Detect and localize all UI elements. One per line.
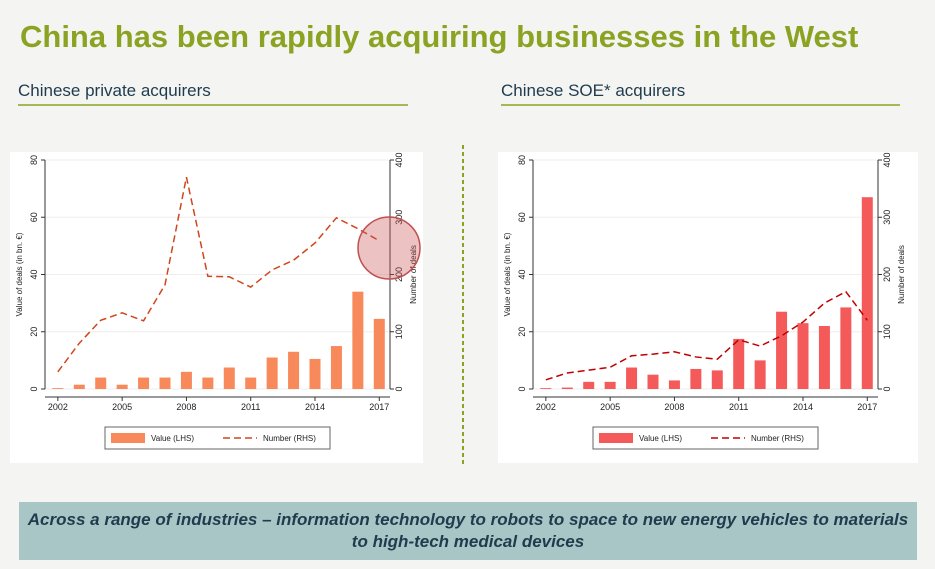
y-tick-label: 60 bbox=[29, 212, 39, 222]
y-tick-label: 0 bbox=[517, 386, 527, 391]
y2-tick-label: 300 bbox=[394, 210, 404, 225]
x-tick-label: 2017 bbox=[857, 402, 877, 412]
bar bbox=[861, 197, 873, 389]
chart-subtitle: Chinese SOE* acquirers bbox=[501, 81, 685, 100]
line bbox=[57, 177, 380, 373]
y-tick-label: 0 bbox=[29, 386, 39, 391]
y2-tick-label: 400 bbox=[394, 152, 404, 167]
bar bbox=[668, 380, 680, 389]
x-tick-label: 2014 bbox=[305, 402, 325, 412]
bar bbox=[309, 358, 321, 389]
y-axis-title: Value of deals (in bn. €) bbox=[15, 232, 24, 316]
x-tick-label: 2008 bbox=[664, 402, 684, 412]
y-tick-label: 60 bbox=[517, 212, 527, 222]
x-tick-label: 2005 bbox=[600, 402, 620, 412]
y2-tick-label: 300 bbox=[882, 210, 892, 225]
chart-panel bbox=[498, 152, 918, 463]
bar bbox=[840, 307, 852, 389]
bar bbox=[818, 326, 830, 389]
y2-tick-label: 400 bbox=[882, 152, 892, 167]
bar bbox=[138, 377, 150, 389]
bar bbox=[223, 367, 235, 389]
bar bbox=[330, 346, 342, 389]
bar bbox=[797, 323, 809, 389]
y2-axis-title: Number of deals bbox=[897, 245, 906, 304]
y-tick-label: 40 bbox=[29, 269, 39, 279]
y-tick-label: 20 bbox=[29, 327, 39, 337]
x-tick-label: 2005 bbox=[112, 402, 132, 412]
bar bbox=[245, 377, 257, 389]
y2-tick-label: 200 bbox=[394, 267, 404, 282]
chart-subtitle: Chinese private acquirers bbox=[18, 81, 211, 100]
x-tick-label: 2008 bbox=[176, 402, 196, 412]
y2-axis-title: Number of deals bbox=[409, 245, 418, 304]
bar bbox=[711, 370, 723, 389]
y2-tick-label: 0 bbox=[882, 386, 892, 391]
bar bbox=[776, 311, 788, 389]
bar bbox=[540, 388, 552, 389]
bar bbox=[352, 291, 364, 389]
bar bbox=[561, 387, 573, 389]
bar bbox=[288, 351, 300, 389]
highlight-circle bbox=[357, 216, 421, 280]
bar bbox=[73, 384, 85, 389]
legend-label: Value (LHS) bbox=[151, 434, 194, 443]
x-tick-label: 2002 bbox=[536, 402, 556, 412]
legend-box bbox=[592, 426, 819, 450]
y-tick-label: 20 bbox=[517, 327, 527, 337]
y-tick-label: 80 bbox=[517, 155, 527, 165]
x-tick-label: 2011 bbox=[729, 402, 748, 412]
bar bbox=[754, 360, 766, 389]
bar bbox=[647, 374, 659, 389]
y2-tick-label: 0 bbox=[394, 386, 404, 391]
bar bbox=[116, 384, 128, 389]
x-tick-label: 2014 bbox=[793, 402, 813, 412]
bar bbox=[95, 377, 107, 389]
y-tick-label: 40 bbox=[517, 269, 527, 279]
legend-label: Number (RHS) bbox=[751, 434, 804, 443]
slide-title: China has been rapidly acquiring busines… bbox=[20, 19, 858, 54]
y2-tick-label: 200 bbox=[882, 267, 892, 282]
legend-swatch bbox=[111, 433, 145, 443]
bar bbox=[180, 371, 192, 389]
bar bbox=[604, 381, 616, 389]
x-tick-label: 2011 bbox=[241, 402, 260, 412]
y2-tick-label: 100 bbox=[394, 324, 404, 339]
bar bbox=[373, 318, 385, 389]
legend-swatch bbox=[599, 433, 633, 443]
legend-label: Value (LHS) bbox=[639, 434, 682, 443]
banner: Across a range of industries – informati… bbox=[19, 502, 917, 560]
y-tick-label: 80 bbox=[29, 155, 39, 165]
bar bbox=[583, 381, 595, 389]
y-axis-title: Value of deals (in bn. €) bbox=[503, 232, 512, 316]
bar bbox=[266, 357, 278, 389]
x-tick-label: 2017 bbox=[369, 402, 389, 412]
bar bbox=[733, 338, 745, 389]
bar bbox=[626, 367, 638, 389]
bar bbox=[159, 377, 171, 389]
legend-box bbox=[104, 426, 331, 450]
line bbox=[545, 290, 868, 381]
legend-label: Number (RHS) bbox=[263, 434, 316, 443]
bar bbox=[202, 377, 214, 389]
bar bbox=[52, 388, 64, 389]
x-tick-label: 2002 bbox=[48, 402, 68, 412]
y2-tick-label: 100 bbox=[882, 324, 892, 339]
bar bbox=[690, 368, 702, 389]
